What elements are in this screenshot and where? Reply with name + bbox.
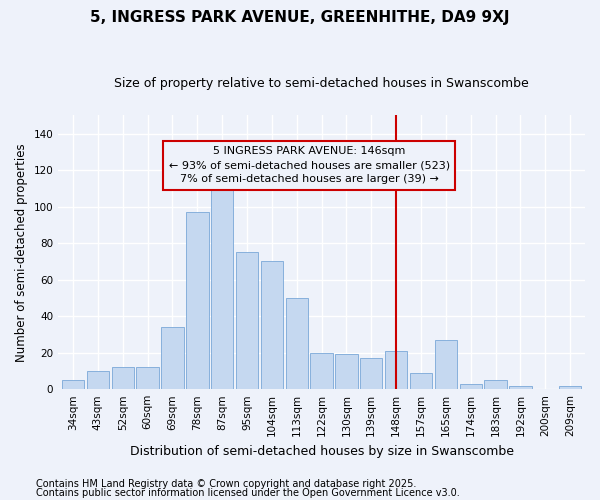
Bar (360, 358, 382, 389)
Bar (236, 252, 258, 389)
Bar (186, 212, 209, 389)
Bar (260, 262, 283, 389)
Bar (161, 327, 184, 389)
Bar (211, 188, 233, 389)
Bar (286, 298, 308, 389)
Y-axis label: Number of semi-detached properties: Number of semi-detached properties (15, 143, 28, 362)
Bar (335, 354, 358, 389)
Bar (112, 368, 134, 389)
Text: 5, INGRESS PARK AVENUE, GREENHITHE, DA9 9XJ: 5, INGRESS PARK AVENUE, GREENHITHE, DA9 … (90, 10, 510, 25)
Bar (559, 386, 581, 389)
Bar (460, 384, 482, 389)
Bar (87, 371, 109, 389)
Title: Size of property relative to semi-detached houses in Swanscombe: Size of property relative to semi-detach… (114, 78, 529, 90)
Bar (410, 372, 432, 389)
Bar (484, 380, 507, 389)
X-axis label: Distribution of semi-detached houses by size in Swanscombe: Distribution of semi-detached houses by … (130, 444, 514, 458)
Bar (136, 368, 159, 389)
Bar (62, 380, 84, 389)
Bar (385, 351, 407, 389)
Text: 5 INGRESS PARK AVENUE: 146sqm
← 93% of semi-detached houses are smaller (523)
7%: 5 INGRESS PARK AVENUE: 146sqm ← 93% of s… (169, 146, 450, 184)
Bar (310, 352, 333, 389)
Text: Contains HM Land Registry data © Crown copyright and database right 2025.: Contains HM Land Registry data © Crown c… (36, 479, 416, 489)
Bar (434, 340, 457, 389)
Text: Contains public sector information licensed under the Open Government Licence v3: Contains public sector information licen… (36, 488, 460, 498)
Bar (509, 386, 532, 389)
